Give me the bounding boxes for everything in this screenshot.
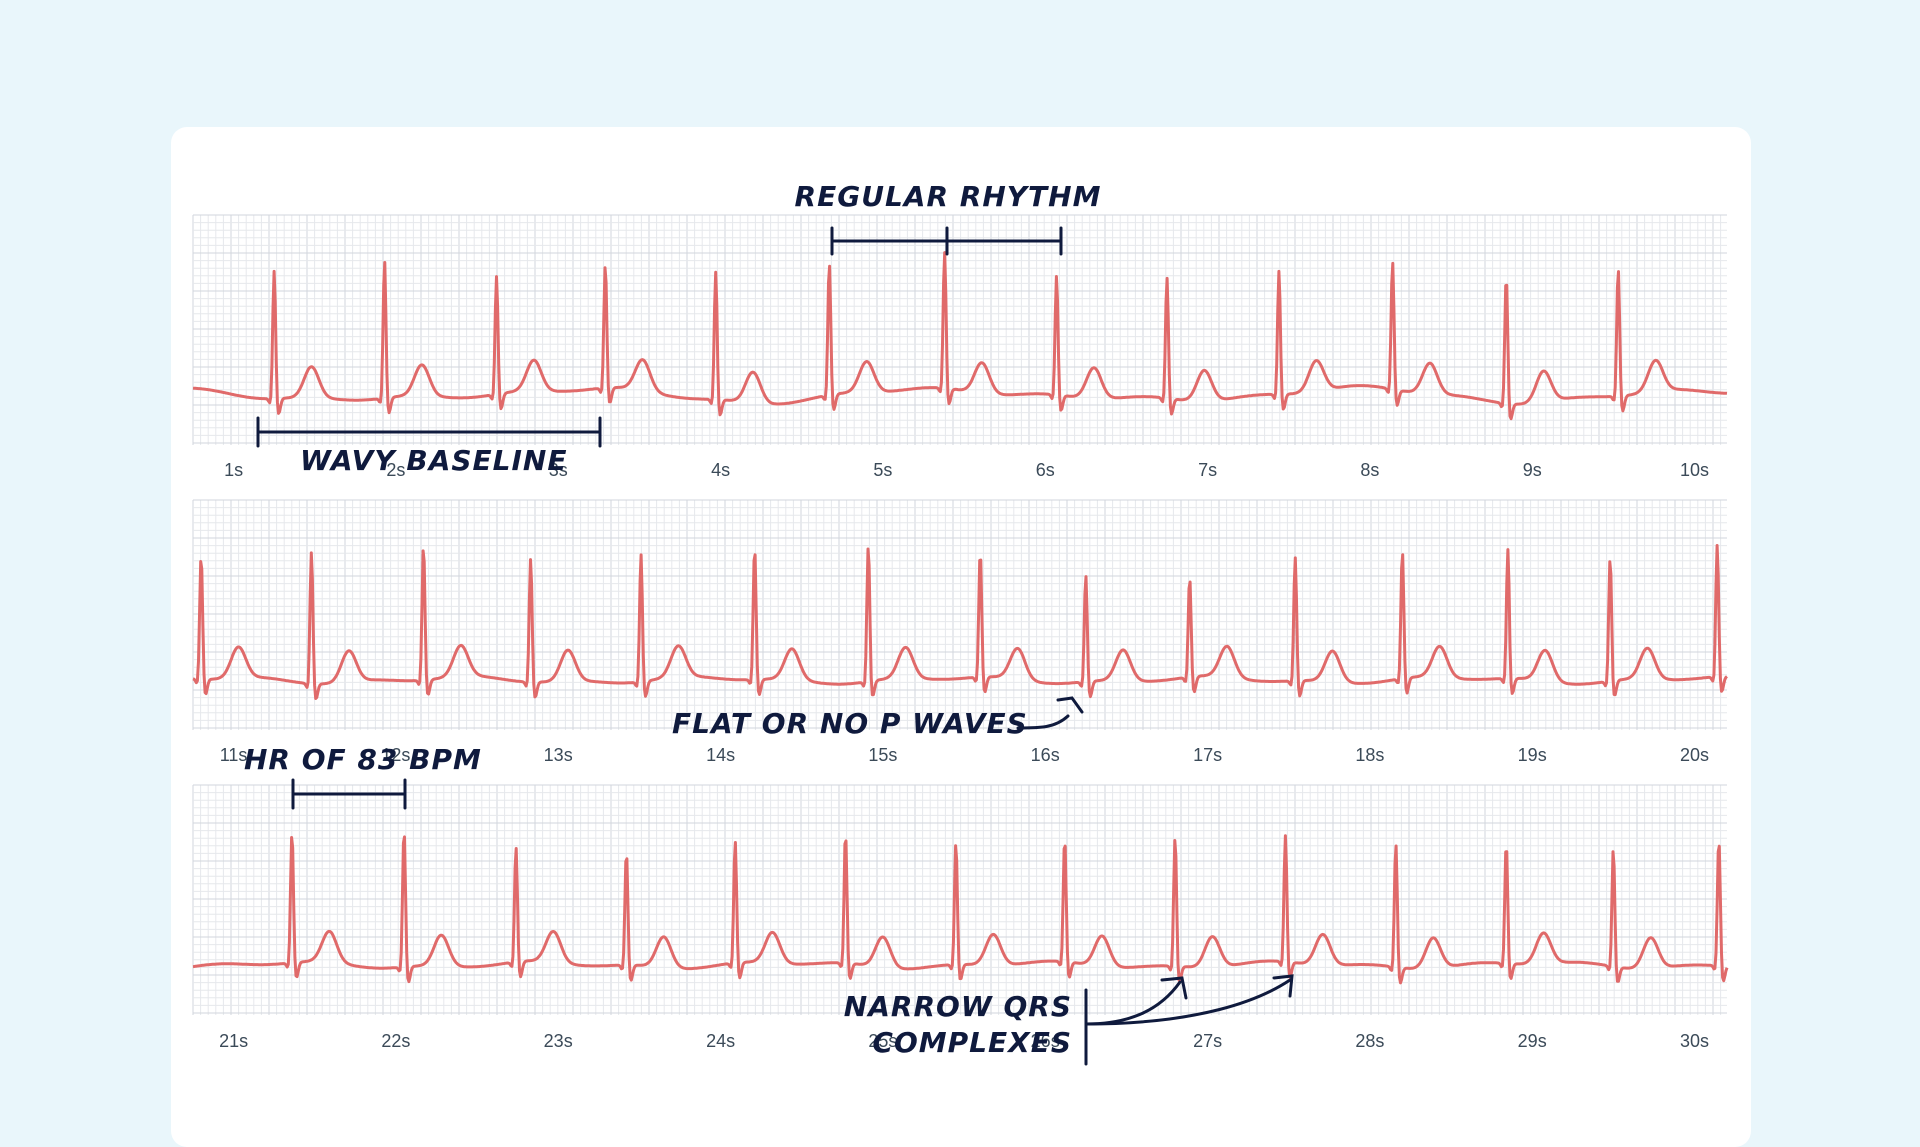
x-tick-label: 12s	[381, 745, 410, 765]
x-tick-label: 28s	[1355, 1031, 1384, 1051]
x-tick-label: 13s	[544, 745, 573, 765]
x-tick-label: 19s	[1518, 745, 1547, 765]
ecg-trace	[192, 251, 1728, 421]
x-tick-label: 18s	[1355, 745, 1384, 765]
x-tick-label: 2s	[386, 460, 405, 480]
x-tick-label: 25s	[868, 1031, 897, 1051]
annotation-wavy-baseline: WAVY BASELINE	[300, 444, 567, 477]
x-tick-label: 7s	[1198, 460, 1217, 480]
annotation-flat-p-waves: FLAT OR NO P WAVES	[672, 707, 1028, 740]
ecg-trace	[192, 544, 1728, 700]
annotation-hr: HR OF 83 BPM	[244, 743, 482, 776]
ecg-trace	[192, 834, 1729, 985]
x-tick-label: 9s	[1523, 460, 1542, 480]
annotation-regular-rhythm: REGULAR RHYTHM	[795, 180, 1102, 213]
x-tick-label: 14s	[706, 745, 735, 765]
flat-p-arrow	[1016, 696, 1084, 730]
strip-grid	[192, 499, 1727, 730]
x-tick-label: 15s	[868, 745, 897, 765]
x-tick-label: 30s	[1680, 1031, 1709, 1051]
annotation-narrow-qrs-line2: COMPLEXES	[872, 1026, 1072, 1059]
x-tick-label: 8s	[1360, 460, 1379, 480]
x-tick-label: 11s	[220, 745, 248, 765]
x-tick-label: 16s	[1031, 745, 1060, 765]
x-tick-label: 27s	[1193, 1031, 1222, 1051]
x-tick-label: 3s	[549, 460, 568, 480]
x-tick-label: 6s	[1036, 460, 1055, 480]
wavy-baseline-bracket	[256, 416, 602, 448]
x-tick-label: 5s	[873, 460, 892, 480]
strip-grid	[192, 214, 1727, 445]
narrow-qrs-arrow-2	[1084, 974, 1294, 1026]
x-tick-label: 21s	[219, 1031, 248, 1051]
x-tick-label: 22s	[381, 1031, 410, 1051]
x-tick-label: 26s	[1031, 1031, 1060, 1051]
ecg-strip-3: 21s 22s 23s 24s 25s 26s 27s 28s 29s 30s	[192, 784, 1729, 1051]
x-tick-label: 10s	[1680, 460, 1709, 480]
x-tick-label: 4s	[711, 460, 730, 480]
x-tick-label: 17s	[1193, 745, 1222, 765]
annotation-narrow-qrs-line1: NARROW QRS	[844, 990, 1072, 1023]
x-tick-label: 24s	[706, 1031, 735, 1051]
x-tick-label: 20s	[1680, 745, 1709, 765]
x-tick-label: 29s	[1518, 1031, 1547, 1051]
hr-bracket	[291, 778, 407, 810]
x-tick-label: 23s	[544, 1031, 573, 1051]
ecg-strip-1: 1s 2s 3s 4s 5s 6s 7s 8s 9s 10s	[192, 214, 1728, 480]
regular-rhythm-bracket	[830, 226, 1063, 256]
ecg-strip-2: 11s 12s 13s 14s 15s 16s 17s 18s 19s 20s	[192, 499, 1728, 765]
x-tick-label: 1s	[224, 460, 243, 480]
strip-grid	[192, 784, 1727, 1015]
